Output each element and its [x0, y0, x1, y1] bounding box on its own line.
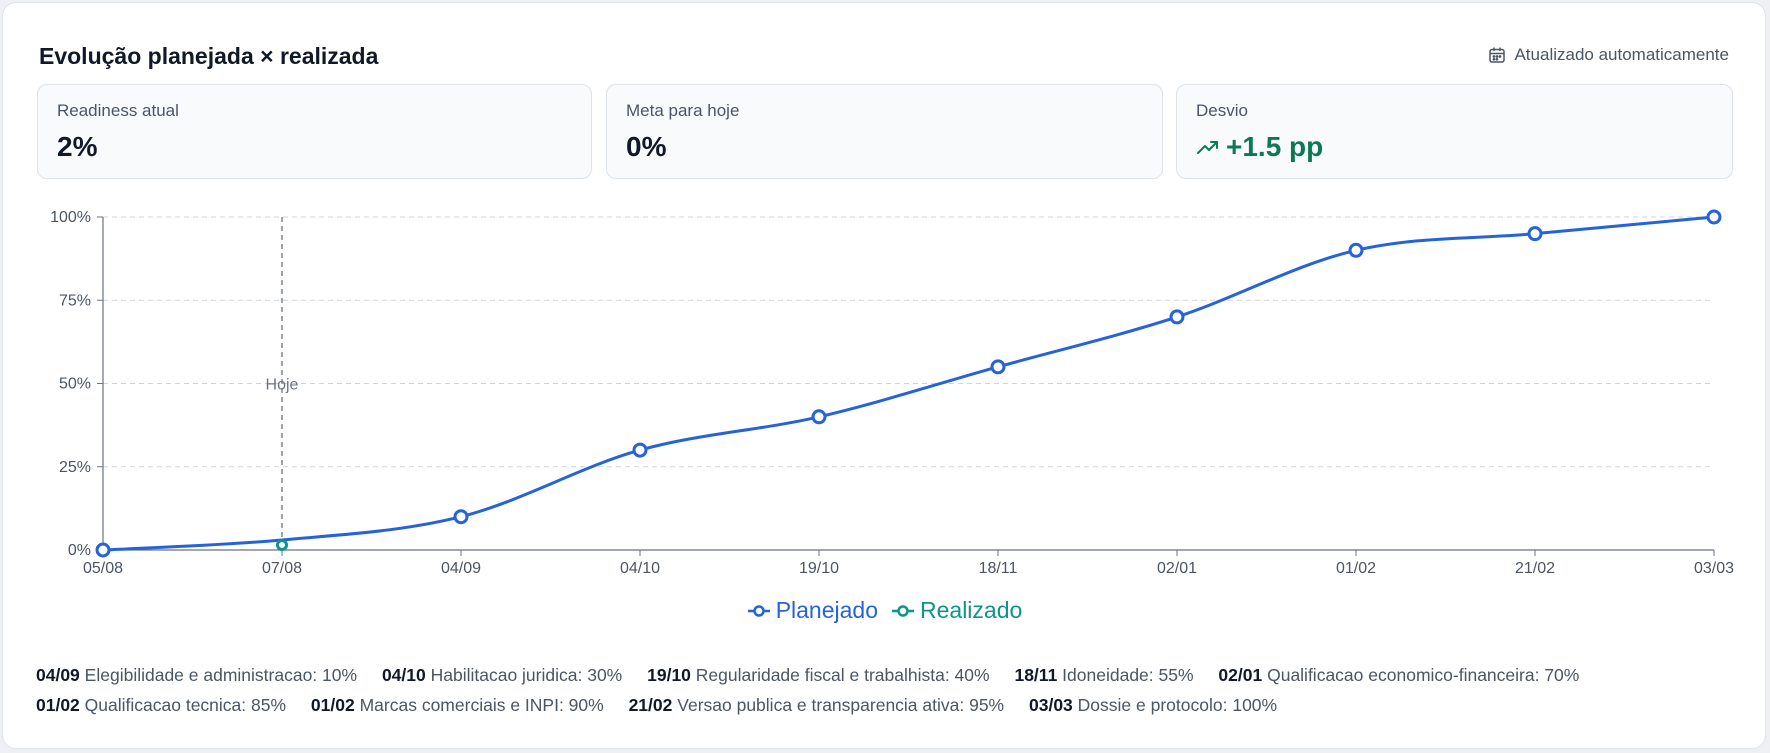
- x-tick-label: 02/01: [1157, 560, 1197, 577]
- data-point-planned: [1169, 309, 1185, 325]
- kpi-deviation-value-row: +1.5 pp: [1196, 131, 1323, 163]
- x-tick-label: 03/03: [1694, 560, 1734, 577]
- series-line-planned: [102, 215, 1715, 552]
- milestone-item: 19/10 Regularidade fiscal e trabalhista:…: [647, 660, 989, 690]
- data-point-planned: [453, 509, 469, 525]
- milestone-text: Regularidade fiscal e trabalhista: 40%: [695, 665, 990, 685]
- auto-update-label: Atualizado automaticamente: [1514, 45, 1729, 64]
- x-tick-label: 18/11: [979, 560, 1018, 577]
- kpi-readiness-label: Readiness atual: [57, 101, 179, 120]
- chart-grid: [103, 216, 1714, 468]
- milestone-item: 21/02 Versao publica e transparencia ati…: [629, 690, 1005, 720]
- legend-item-actual[interactable]: Realizado: [892, 597, 1022, 624]
- chart-legend: Planejado Realizado: [0, 597, 1770, 624]
- milestone-text: Dossie e protocolo: 100%: [1077, 695, 1278, 715]
- data-point-planned: [95, 542, 111, 558]
- milestone-item: 01/02 Qualificacao tecnica: 85%: [36, 690, 286, 720]
- x-tick-label: 21/02: [1515, 560, 1555, 577]
- milestone-text: Elegibilidade e administracao: 10%: [84, 665, 358, 685]
- milestone-item: 03/03 Dossie e protocolo: 100%: [1029, 690, 1277, 720]
- milestone-date: 01/02: [36, 695, 80, 715]
- milestone-date: 02/01: [1218, 665, 1263, 685]
- kpi-deviation-card: Desvio +1.5 pp: [1176, 84, 1733, 179]
- x-tick-label: 05/08: [83, 560, 123, 577]
- milestone-item: 02/01 Qualificacao economico-financeira:…: [1218, 660, 1579, 690]
- trending-up-icon: [1196, 131, 1220, 163]
- card-title: Evolução planejada × realizada: [39, 43, 379, 69]
- data-point-actual: [276, 539, 288, 552]
- y-tick-label: 75%: [59, 292, 91, 309]
- kpi-readiness-card: Readiness atual 2%: [37, 84, 592, 179]
- data-point-planned: [1348, 242, 1364, 258]
- data-point-planned: [1527, 226, 1543, 242]
- data-point-planned: [811, 409, 827, 425]
- milestone-item: 04/10 Habilitacao juridica: 30%: [382, 660, 622, 690]
- legend-planned-label: Planejado: [775, 597, 878, 623]
- evolution-line-chart: 0% 25% 50% 75% 100% 05/08 07/08 04/09 04/10 19/10…: [50, 209, 1734, 577]
- milestone-item: 18/11 Idoneidade: 55%: [1014, 660, 1193, 690]
- y-tick-label: 50%: [59, 376, 91, 393]
- milestone-list: 04/09 Elegibilidade e administracao: 10%…: [36, 660, 1736, 720]
- milestone-text: Versao publica e transparencia ativa: 95…: [677, 695, 1005, 715]
- kpi-target-card: Meta para hoje 0%: [606, 84, 1163, 179]
- today-label: Hoje: [266, 377, 299, 394]
- kpi-deviation-value: +1.5 pp: [1226, 131, 1324, 162]
- milestone-text: Idoneidade: 55%: [1062, 665, 1194, 685]
- y-tick-label: 100%: [50, 209, 91, 226]
- milestone-text: Qualificacao tecnica: 85%: [84, 695, 287, 715]
- milestone-date: 04/10: [381, 665, 426, 685]
- chart-series: [95, 209, 1722, 558]
- milestone-date: 21/02: [628, 695, 673, 715]
- kpi-target-value: 0%: [626, 131, 667, 162]
- milestone-item: 04/09 Elegibilidade e administracao: 10%: [36, 660, 357, 690]
- milestone-date: 04/09: [36, 665, 80, 685]
- calendar-icon: [1488, 46, 1506, 64]
- auto-update-indicator: Atualizado automaticamente: [1488, 45, 1729, 65]
- kpi-deviation-label: Desvio: [1196, 101, 1248, 120]
- x-tick-label: 19/10: [799, 560, 839, 577]
- x-tick-label: 07/08: [262, 560, 302, 577]
- milestone-text: Qualificacao economico-financeira: 70%: [1267, 665, 1580, 685]
- milestone-date: 19/10: [647, 665, 691, 685]
- legend-actual-marker-icon: [892, 604, 914, 617]
- today-marker: Hoje: [266, 217, 299, 550]
- milestone-date: 01/02: [310, 695, 355, 715]
- legend-actual-label: Realizado: [920, 597, 1023, 623]
- data-point-planned: [990, 359, 1006, 375]
- data-point-planned: [632, 442, 648, 458]
- milestone-text: Marcas comerciais e INPI: 90%: [359, 695, 604, 715]
- kpi-readiness-value: 2%: [57, 131, 98, 162]
- milestone-item: 01/02 Marcas comerciais e INPI: 90%: [311, 690, 604, 720]
- kpi-target-label: Meta para hoje: [626, 101, 740, 120]
- milestone-text: Habilitacao juridica: 30%: [430, 665, 623, 685]
- y-tick-label: 0%: [68, 542, 91, 559]
- x-tick-label: 01/02: [1336, 560, 1376, 577]
- data-point-planned: [1706, 209, 1722, 225]
- legend-item-planned[interactable]: Planejado: [747, 597, 878, 624]
- x-tick-label: 04/09: [441, 560, 481, 577]
- milestone-date: 03/03: [1029, 695, 1073, 715]
- y-tick-label: 25%: [59, 459, 91, 476]
- chart-axes: 0% 25% 50% 75% 100% 05/08 07/08 04/09 04/10 19/10…: [50, 209, 1734, 577]
- x-tick-label: 04/10: [620, 560, 660, 577]
- legend-planned-marker-icon: [747, 604, 770, 617]
- milestone-date: 18/11: [1014, 665, 1058, 685]
